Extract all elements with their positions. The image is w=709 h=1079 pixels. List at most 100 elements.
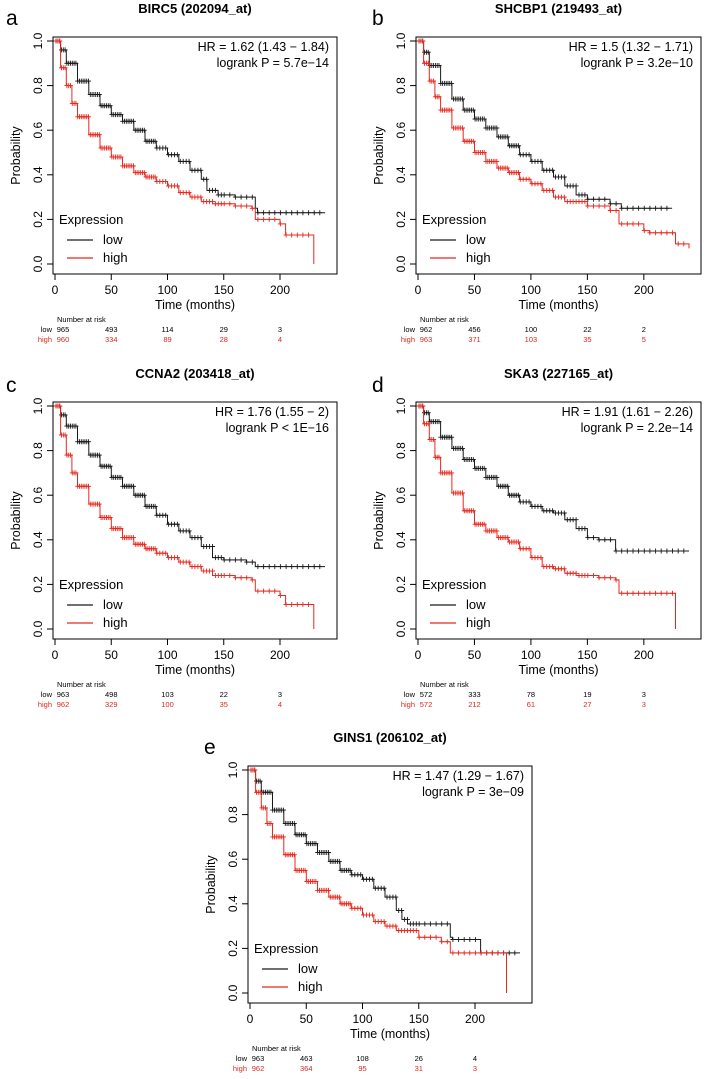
censor-mark-low (118, 112, 124, 118)
x-tick-label: 50 (468, 283, 482, 297)
censor-mark-low (141, 492, 147, 498)
censor-mark-high (436, 94, 442, 100)
risk-value-high: 329 (105, 700, 118, 709)
y-tick-label: 0.4 (31, 531, 45, 548)
censor-mark-low (141, 127, 147, 133)
censor-mark-high (456, 950, 462, 956)
risk-value-low: 333 (468, 690, 481, 699)
risk-row-label-low: low (236, 1054, 248, 1063)
censor-mark-low (573, 183, 579, 189)
legend-title: Expression (422, 212, 486, 227)
x-tick-label: 0 (415, 283, 422, 297)
censor-mark-low (653, 205, 659, 211)
x-tick-label: 200 (634, 648, 654, 662)
censor-mark-high (306, 232, 312, 238)
censor-mark-low (198, 535, 204, 541)
censor-mark-high (561, 194, 567, 200)
y-tick-label: 0.4 (394, 166, 408, 183)
risk-value-low: 963 (57, 690, 70, 699)
censor-mark-low (470, 107, 476, 113)
risk-row-label-high: high (38, 700, 52, 709)
risk-row-label-low: low (41, 690, 53, 699)
censor-mark-low (249, 559, 255, 565)
censor-mark-low (221, 557, 227, 563)
censor-mark-low (607, 537, 613, 543)
y-tick-label: 0.4 (394, 531, 408, 548)
y-tick-label: 0.2 (31, 576, 45, 593)
censor-mark-high (266, 216, 272, 222)
censor-mark-high (107, 145, 113, 151)
censor-mark-low (227, 557, 233, 563)
censor-mark-low (326, 850, 331, 855)
x-axis-label: Time (months) (518, 663, 598, 677)
censor-mark-low (107, 103, 113, 109)
censor-mark-high (602, 575, 608, 581)
censor-mark-low (416, 921, 422, 927)
censor-mark-low (602, 196, 608, 202)
censor-mark-high (624, 221, 630, 227)
censor-mark-low (647, 205, 653, 211)
censor-mark-low (244, 194, 250, 200)
censor-mark-high (277, 593, 283, 598)
censor-mark-low (596, 196, 602, 202)
censor-mark-high (495, 950, 501, 956)
censor-mark-high (470, 138, 476, 144)
censor-mark-high (227, 201, 233, 207)
km-curve-high (55, 40, 315, 264)
censor-mark-high (336, 894, 342, 900)
censor-mark-high (460, 125, 465, 131)
number-at-risk-label: Number at risk (57, 680, 106, 689)
legend-label-high: high (466, 250, 491, 265)
x-tick-label: 200 (270, 283, 290, 297)
censor-mark-low (456, 937, 462, 942)
y-tick-label: 0.0 (31, 620, 45, 637)
censor-mark-low (550, 508, 556, 514)
censor-mark-high (416, 934, 422, 940)
censor-mark-high (624, 590, 630, 596)
censor-mark-high (272, 588, 278, 594)
risk-value-low: 22 (220, 690, 228, 699)
censor-mark-high (283, 232, 289, 238)
censor-mark-low (602, 537, 608, 543)
censor-mark-low (538, 503, 544, 509)
y-tick-label: 0.6 (394, 487, 408, 504)
risk-value-low: 493 (105, 325, 118, 334)
risk-value-high: 28 (220, 335, 228, 344)
y-tick-label: 0.4 (226, 895, 240, 912)
censor-mark-low (283, 210, 289, 216)
y-axis-label: Probability (372, 126, 386, 185)
censor-mark-low (272, 564, 278, 570)
censor-mark-low (449, 80, 455, 86)
censor-mark-low (636, 548, 642, 554)
risk-value-low: 103 (161, 690, 174, 699)
risk-value-low: 108 (356, 1054, 369, 1063)
censor-mark-low (596, 537, 602, 543)
y-tick-label: 0.8 (226, 806, 240, 823)
risk-value-low: 3 (642, 690, 646, 699)
censor-mark-low (512, 950, 518, 956)
censor-mark-high (647, 230, 653, 236)
x-tick-label: 100 (521, 283, 541, 297)
censor-mark-high (526, 546, 532, 552)
risk-value-low: 19 (583, 690, 591, 699)
y-tick-label: 1.0 (394, 32, 408, 49)
censor-mark-high (425, 60, 431, 66)
censor-mark-low (289, 210, 295, 216)
risk-value-high: 95 (358, 1064, 366, 1073)
censor-mark-low (96, 452, 102, 458)
censor-mark-low (204, 176, 210, 182)
y-tick-label: 0.2 (394, 211, 408, 228)
censor-mark-high (561, 566, 567, 572)
censor-mark-high (118, 526, 124, 532)
censor-mark-low (573, 517, 579, 523)
censor-mark-high (249, 577, 255, 583)
censor-mark-high (249, 205, 255, 211)
censor-mark-low (283, 564, 289, 570)
number-at-risk-label: Number at risk (420, 680, 469, 689)
censor-mark-low (582, 526, 588, 532)
x-tick-label: 150 (214, 283, 234, 297)
censor-mark-high (257, 789, 263, 795)
censor-mark-low (381, 885, 387, 891)
censor-mark-high (516, 170, 521, 176)
censor-mark-low (427, 921, 433, 927)
